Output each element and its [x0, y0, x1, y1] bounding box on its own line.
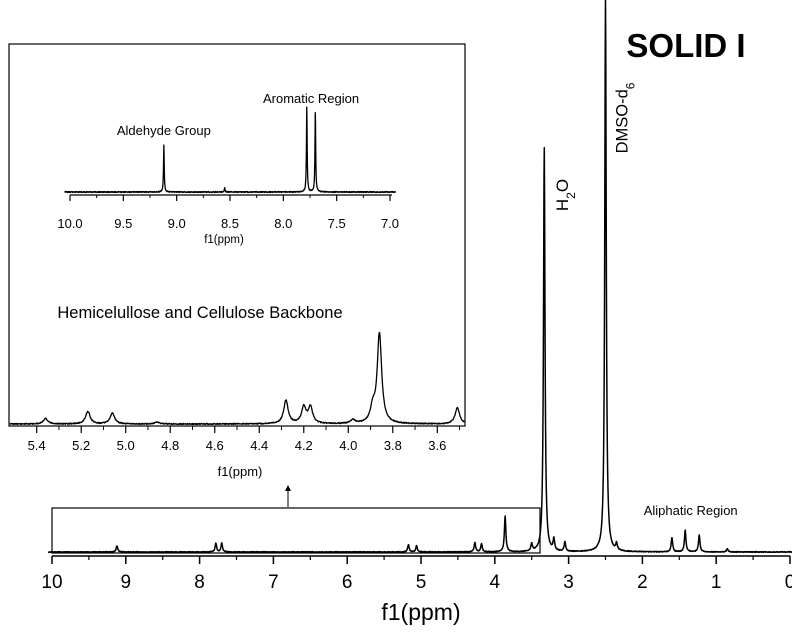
inset-bottom-tick-label: 4.4 [250, 438, 268, 453]
dmso-label: DMSO-d6 [614, 82, 638, 153]
inset-top-peak-label: Aromatic Region [263, 91, 359, 106]
inset-bottom-tick-label: 3.8 [384, 438, 402, 453]
inset-top-tick-label: 8.0 [274, 216, 292, 231]
inset-top-tick-label: 7.5 [328, 216, 346, 231]
backbone-title: Hemicelullose and Cellulose Backbone [57, 304, 342, 322]
zoom-region-box [51, 507, 541, 554]
main-tick-label: 0 [785, 572, 792, 593]
inset-top-peak-label: Aldehyde Group [117, 123, 211, 138]
inset-bottom-x-ticks: 5.4 5.2 5.0 4.8 4.6 4.4 4.2 4.0 3.8 3.6 [28, 426, 461, 453]
inset-top-labels: Aldehyde Group Aromatic Region [117, 91, 359, 138]
inset-bottom-x-axis-title: f1(ppm) [218, 464, 263, 479]
main-tick-label: 7 [268, 572, 279, 593]
inset-bottom-tick-label: 4.6 [206, 438, 224, 453]
inset-bottom-spectrum-line [9, 331, 465, 426]
inset-top-tick-label: 10.0 [57, 216, 82, 231]
inset-top-tick-label: 7.0 [381, 216, 399, 231]
h2o-label: H2O [553, 179, 578, 211]
main-x-axis-title: f1(ppm) [381, 599, 460, 625]
inset-top-tick-label: 9.0 [168, 216, 186, 231]
main-tick-label: 6 [342, 572, 353, 593]
main-tick-label: 3 [563, 572, 574, 593]
main-tick-label: 5 [416, 572, 427, 593]
inset-panel: 10.0 9.5 9.0 8.5 8.0 7.5 7.0 f1(ppm) Aldehyde … [8, 43, 466, 479]
inset-bottom-tick-label: 4.8 [161, 438, 179, 453]
inset-bottom-tick-label: 5.4 [28, 438, 46, 453]
inset-bottom-tick-label: 4.0 [339, 438, 357, 453]
inset-bottom-tick-label: 5.0 [117, 438, 135, 453]
main-tick-label: 9 [121, 572, 132, 593]
main-tick-label: 2 [637, 572, 648, 593]
inset-top-x-ticks: 10.0 9.5 9.0 8.5 8.0 7.5 7.0 [57, 195, 399, 231]
inset-bottom-tick-label: 4.2 [295, 438, 313, 453]
inset-top-tick-label: 9.5 [114, 216, 132, 231]
aliphatic-region-label: Aliphatic Region [644, 503, 738, 518]
main-tick-label: 8 [194, 572, 205, 593]
main-x-ticks: 10 9 8 7 6 5 4 3 2 1 0 [41, 556, 792, 593]
inset-bottom-tick-label: 5.2 [72, 438, 90, 453]
main-tick-label: 4 [490, 572, 501, 593]
main-spectrum-line [47, 0, 792, 554]
main-panel: 10 9 8 7 6 5 4 3 2 1 0 f1(ppm) SOLID I H2O DMSO-d6… [41, 0, 792, 625]
inset-bottom-tick-label: 3.6 [428, 438, 446, 453]
inset-top-tick-label: 8.5 [221, 216, 239, 231]
main-tick-label: 1 [711, 572, 722, 593]
solid-i-title: SOLID I [626, 27, 745, 64]
inset-top-x-axis-title: f1(ppm) [204, 234, 244, 246]
inset-top-spectrum-line [64, 106, 396, 194]
main-tick-label: 10 [41, 572, 62, 593]
zoom-arrow-head [285, 485, 291, 491]
